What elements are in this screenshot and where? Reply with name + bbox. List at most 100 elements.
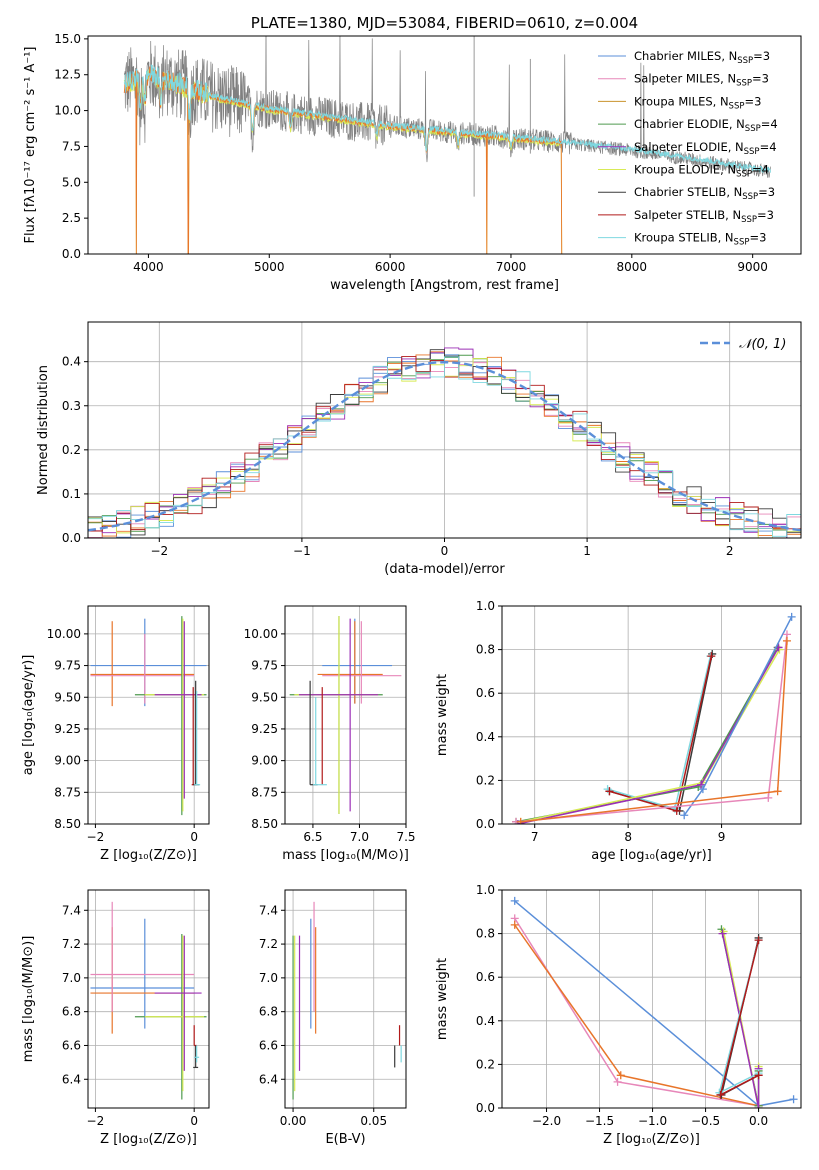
age-vs-z-panel: −2 0 8.50 8.75 9.00 9.25 9.50 9.75 10.00 Z [log₁₀…: [21, 605, 210, 863]
x-tick-label: 2: [726, 544, 734, 558]
x-tick-label: 7000: [496, 260, 527, 274]
x-tick-label: 0: [190, 830, 198, 844]
weight-marker: [680, 811, 689, 820]
y-tick-label: 9.50: [54, 690, 81, 704]
legend-entry-5: Kroupa ELODIE, NSSP=4: [634, 163, 769, 180]
y-tick-label: 8.50: [251, 817, 278, 831]
axes-frame: [284, 889, 407, 1109]
y-axis-label: mass weight: [435, 958, 450, 1040]
y-tick-label: 6.8: [259, 1005, 278, 1019]
x-axis-label: Z [log₁₀(Z/Z⊙)]: [603, 1132, 700, 1147]
weight-line-s_stelib: [719, 939, 760, 1097]
weight-vs-z-panel: −2.0 −1.5 −1.0 −0.5 0.0 0.0 0.2 0.4 0.6 0.8 1.0 Z […: [435, 883, 802, 1147]
residuals-legend: 𝒩(0, 1): [700, 337, 786, 352]
legend-entry-8: Kroupa STELIB, NSSP=3: [634, 231, 766, 248]
x-tick-label: 7: [531, 830, 539, 844]
weight-marker: [672, 806, 681, 815]
residuals-panel: 𝒩(0, 1) −2 −1 0 1 2 0.0 0.1 0.2 0.3 0.4 (data-model…: [36, 321, 802, 577]
y-axis-label: age [log₁₀(age/yr)]: [21, 655, 36, 776]
weight-line-s_elodie: [721, 933, 760, 1108]
x-tick-label: −0.5: [691, 1114, 720, 1128]
weight-vs-z-plot-area: [510, 896, 798, 1108]
model-spectrum-k_stelib: [123, 64, 771, 174]
y-tick-label: 0.8: [476, 927, 495, 941]
weight-marker: [773, 787, 782, 796]
x-tick-label: 9: [718, 830, 726, 844]
legend-entry-4: Salpeter ELODIE, NSSP=4: [634, 140, 777, 157]
spectrum-panel: Chabrier MILES, NSSP=3 Salpeter MILES, NS…: [23, 14, 802, 293]
x-tick-label: 1: [583, 544, 591, 558]
weight-marker: [782, 636, 791, 645]
y-tick-label: 0.8: [476, 643, 495, 657]
axes-frame: [501, 605, 802, 825]
y-tick-label: 9.00: [54, 754, 81, 768]
x-tick-label: 0: [441, 544, 449, 558]
y-tick-label: 0.3: [62, 399, 81, 413]
weight-line-s_miles: [514, 917, 759, 1107]
axes-frame: [87, 889, 210, 1109]
y-tick-label: 7.4: [62, 903, 81, 917]
age-vs-mass-panel: 6.5 7.0 7.5 8.50 8.75 9.00 9.25 9.50 9.75 10.00 ma…: [244, 605, 416, 863]
y-tick-label: 0.0: [476, 1101, 495, 1115]
chart-title: PLATE=1380, MJD=53084, FIBERID=0610, z=0…: [251, 14, 638, 32]
weight-marker: [789, 1095, 798, 1104]
y-tick-label: 8.75: [251, 785, 278, 799]
weight-marker: [698, 785, 707, 794]
y-tick-label: 2.5: [62, 211, 81, 225]
axes-frame: [87, 605, 210, 825]
weight-marker: [616, 1071, 625, 1080]
y-tick-label: 10.00: [244, 627, 278, 641]
x-tick-label: 8: [624, 830, 632, 844]
x-tick-label: −1.5: [585, 1114, 614, 1128]
weight-marker: [605, 787, 614, 796]
y-tick-label: 9.00: [251, 754, 278, 768]
weight-line-s_elodie: [517, 647, 780, 824]
legend-entry-2: Kroupa MILES, NSSP=3: [634, 94, 761, 111]
y-tick-label: 0.4: [476, 730, 495, 744]
weight-marker: [754, 1104, 763, 1108]
y-tick-label: 0.2: [62, 443, 81, 457]
y-tick-label: 0.6: [476, 970, 495, 984]
weight-marker: [613, 1077, 622, 1086]
axes-frame: [284, 605, 407, 825]
x-tick-label: 7.5: [396, 830, 415, 844]
x-tick-label: −2: [87, 830, 105, 844]
y-tick-label: 15.0: [54, 32, 81, 46]
y-tick-label: 12.5: [54, 68, 81, 82]
y-tick-label: 7.2: [62, 937, 81, 951]
y-tick-label: 10.0: [54, 104, 81, 118]
y-tick-label: 5.0: [62, 175, 81, 189]
x-tick-label: 6000: [375, 260, 406, 274]
x-tick-label: 0.05: [360, 1114, 387, 1128]
axes-frame: [87, 35, 802, 255]
legend-entry-3: Chabrier ELODIE, NSSP=4: [634, 117, 778, 134]
weight-marker: [516, 817, 525, 824]
spectrum-legend: Chabrier MILES, NSSP=3 Salpeter MILES, NS…: [598, 49, 778, 248]
y-tick-label: 6.6: [259, 1038, 278, 1052]
y-tick-label: 6.8: [62, 1005, 81, 1019]
y-axis-label: Normed distribution: [36, 365, 51, 495]
model-spectrum-orange: [123, 66, 563, 254]
x-axis-label: E(B-V): [325, 1132, 365, 1147]
y-tick-label: 1.0: [476, 883, 495, 897]
x-tick-label: 8000: [617, 260, 648, 274]
x-axis-label: (data-model)/error: [384, 562, 505, 577]
y-tick-label: 0.4: [62, 355, 81, 369]
y-tick-label: 7.4: [259, 903, 278, 917]
y-tick-label: 8.50: [54, 817, 81, 831]
legend-entry-1: Salpeter MILES, NSSP=3: [634, 72, 769, 89]
age-vs-mass-plot-area: [289, 616, 402, 814]
x-tick-label: −2: [87, 1114, 105, 1128]
weight-marker: [754, 1071, 763, 1080]
x-axis-label: age [log₁₀(age/yr)]: [591, 848, 712, 863]
weight-vs-age-plot-area: [512, 612, 796, 824]
residuals-plot-area: [88, 347, 801, 538]
weight-marker: [718, 929, 727, 938]
age-vs-z-plot-area: [90, 616, 207, 816]
y-tick-label: 1.0: [476, 599, 495, 613]
x-axis-label: Z [log₁₀(Z/Z⊙)]: [100, 1132, 197, 1147]
weight-marker: [764, 793, 773, 802]
x-tick-label: 6.5: [303, 830, 322, 844]
weight-marker: [716, 1090, 725, 1099]
mass-vs-ebv-panel: 0.00 0.05 6.4 6.6 6.8 7.0 7.2 7.4 E(B-V): [259, 889, 407, 1147]
